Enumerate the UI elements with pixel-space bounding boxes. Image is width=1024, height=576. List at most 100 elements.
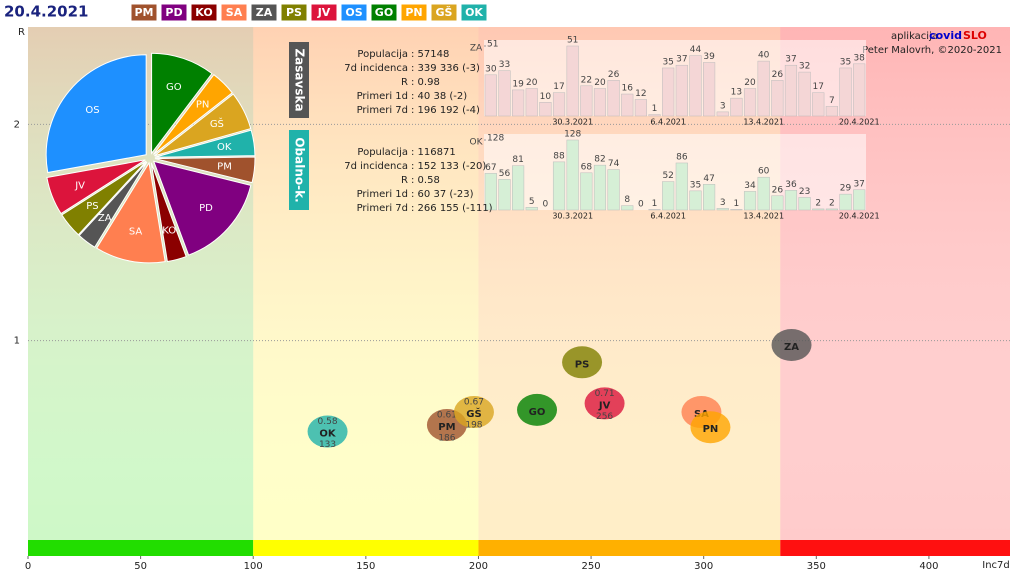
r-label: 0.67 — [464, 398, 484, 408]
bar-value: 23 — [799, 187, 810, 197]
x-tick-label: 300 — [694, 561, 713, 572]
bar-value: 30 — [485, 64, 497, 74]
bar — [703, 62, 716, 117]
bar — [593, 88, 607, 117]
bar-value: 13 — [731, 88, 742, 98]
bar-value: 37 — [676, 55, 687, 65]
stat-value: : 60 37 (-23) — [411, 189, 474, 200]
stat-label: Primeri 1d — [357, 189, 408, 200]
legend-label: PD — [165, 6, 182, 19]
bar — [593, 164, 607, 211]
bar-value: 36 — [785, 180, 797, 190]
stat-label: Primeri 7d — [357, 105, 408, 116]
r-label: 0.71 — [595, 389, 615, 399]
bar-value: 38 — [853, 53, 865, 63]
region-label: OK — [319, 429, 337, 440]
inc-label: 198 — [465, 421, 482, 431]
bar-value: 5 — [529, 197, 535, 207]
bar-value: 20 — [594, 78, 606, 88]
panel-label-box — [289, 42, 309, 118]
bar-value: 32 — [799, 62, 810, 72]
pie-label: ZA — [98, 213, 112, 224]
pie-slice — [154, 129, 256, 158]
bar-value: 26 — [772, 70, 784, 80]
legend-badge — [400, 3, 428, 22]
bar-value: 2 — [815, 198, 821, 208]
bar-value: 3 — [720, 101, 726, 111]
stat-label: 7d incidenca — [344, 63, 408, 74]
bar — [798, 71, 811, 117]
legend-badge — [160, 3, 188, 22]
bar-value: 26 — [772, 185, 784, 195]
pie-label: PD — [199, 203, 213, 214]
legend-badge — [280, 3, 308, 22]
bar-value: 1 — [652, 104, 658, 114]
legend-label: PN — [405, 6, 422, 19]
stat-label: Populacija — [357, 49, 408, 60]
pie-label: PS — [86, 201, 98, 212]
bar — [771, 195, 784, 211]
legend-label: JV — [317, 6, 331, 19]
y-tick-label: 1 — [14, 336, 20, 347]
bar — [853, 189, 866, 211]
bar — [689, 55, 702, 117]
bar-value: 33 — [499, 60, 510, 70]
bar-value: 2 — [829, 198, 835, 208]
legend-label: PM — [134, 6, 153, 19]
r-label: 0.61 — [437, 411, 457, 421]
stat-value: : 40 38 (-2) — [411, 91, 467, 102]
bar-value: 40 — [758, 51, 770, 61]
bar-value: 44 — [690, 45, 702, 55]
panel-title: Obalno-k. — [293, 137, 307, 202]
bar-value: 37 — [785, 55, 796, 65]
region-blob — [517, 393, 558, 426]
bar-value: 35 — [840, 57, 851, 67]
pie-label: GO — [166, 82, 182, 93]
stat-label: Primeri 1d — [357, 91, 408, 102]
credit-author: Peter Malovrh, ©2020-2021 — [862, 45, 1002, 56]
x-tick-label: 200 — [469, 561, 488, 572]
bar-value: 81 — [512, 155, 523, 165]
bar — [730, 209, 743, 211]
region-blob — [584, 387, 625, 420]
bar-value: 29 — [840, 184, 852, 194]
bar — [607, 169, 620, 211]
panel-code: ZA — [470, 44, 483, 54]
bar — [580, 85, 593, 117]
bar-value: 67 — [485, 163, 496, 173]
bar — [675, 64, 688, 117]
x-tick-label: 400 — [919, 561, 938, 572]
bar-value: 88 — [553, 151, 565, 161]
stat-label: Populacija — [357, 147, 408, 158]
x-tick-label: 20.4.2021 — [839, 118, 880, 127]
bar — [825, 208, 838, 211]
y-tick-label: 51 — [487, 40, 498, 50]
bar — [525, 207, 538, 211]
bar — [853, 63, 866, 117]
panel-title: Zasavska — [293, 48, 307, 111]
x-tick-label: 13.4.2021 — [743, 118, 784, 127]
bar-value: 37 — [853, 179, 864, 189]
zone-bar — [253, 540, 479, 556]
bar-value: 22 — [581, 75, 592, 85]
region-label: PM — [438, 422, 455, 433]
bar — [607, 80, 620, 117]
bar — [621, 93, 634, 117]
bar — [552, 92, 566, 117]
panel-code: OK — [470, 138, 484, 148]
stat-value: : 116871 — [411, 147, 456, 158]
y-tick-label: 128 — [487, 134, 504, 144]
credit-app: aplikacija — [891, 31, 938, 42]
legend-label: KO — [195, 6, 212, 19]
stat-value: : 196 192 (-4) — [411, 105, 480, 116]
y-axis-label: R — [18, 27, 25, 38]
bar-value: 1 — [734, 199, 740, 209]
x-tick-label: 250 — [582, 561, 601, 572]
stat-value: : 0.58 — [411, 175, 440, 186]
bar — [484, 74, 497, 117]
x-tick-label: 30.3.2021 — [552, 212, 593, 221]
panel-label: Zasavska Obalno-k. — [289, 42, 309, 210]
x-tick-label: 13.4.2021 — [743, 212, 784, 221]
bar — [580, 172, 593, 211]
